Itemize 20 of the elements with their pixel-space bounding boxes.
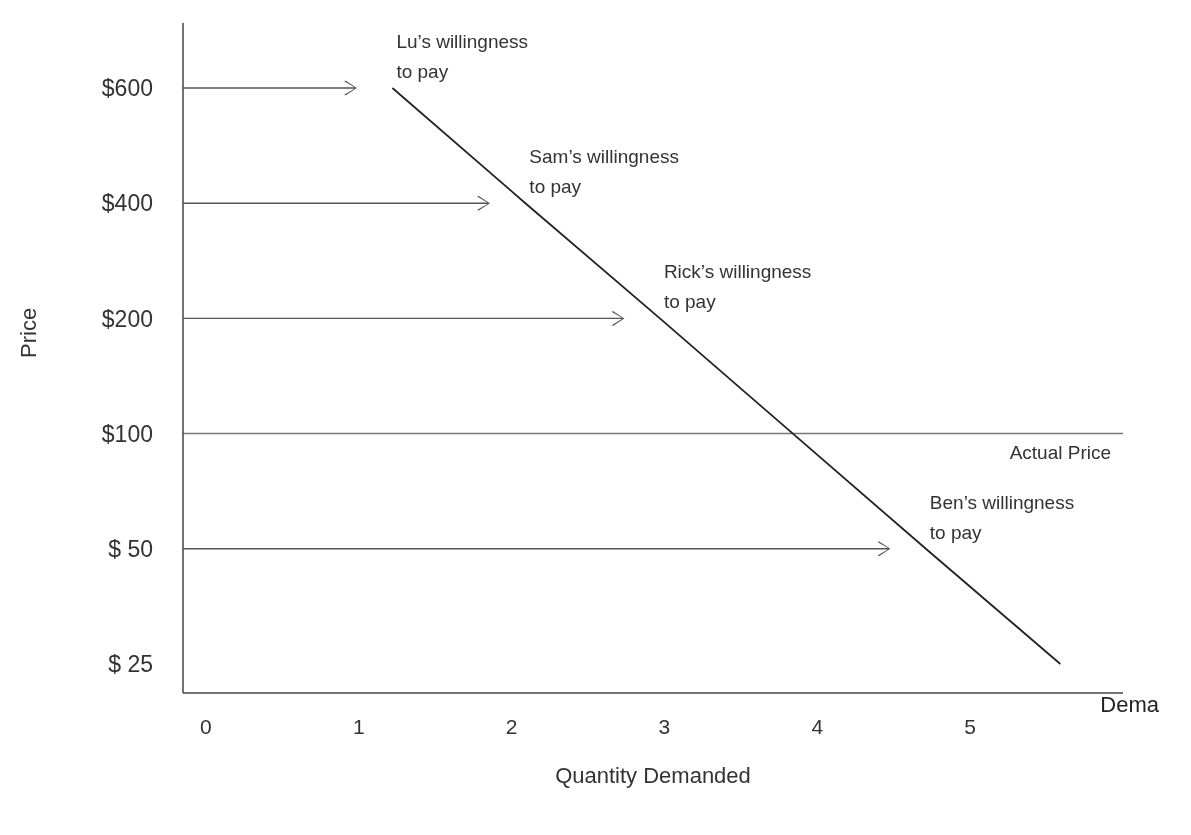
x-axis-title: Quantity Demanded [555, 763, 751, 788]
annotation: Rick’s willingness to pay [663, 261, 812, 313]
annotation: Ben’s willingness to pay [929, 491, 1075, 543]
y-tick-label: $100 [101, 420, 153, 447]
text: Dema [1100, 692, 1160, 717]
annotation: Sam’s willingness to pay [529, 146, 679, 198]
x-tick-label: 0 [200, 714, 212, 738]
ref-line-label: Actual Price [1009, 442, 1111, 464]
y-tick-label: $ 25 [108, 651, 153, 678]
y-tick-label: $200 [101, 305, 153, 332]
x-tick-label: 1 [352, 714, 365, 738]
y-tick-label: $ 50 [108, 535, 153, 562]
x-tick-label: 5 [964, 714, 976, 738]
y-axis-title: Price [15, 307, 41, 358]
annotation: Lu’s willingness to pay [396, 31, 529, 82]
x-tick-label: 2 [505, 714, 518, 738]
x-tick-label: 4 [811, 714, 824, 738]
y-tick-label: $400 [101, 190, 153, 217]
x-tick-label: 3 [658, 714, 671, 738]
y-tick-label: $600 [101, 75, 153, 102]
